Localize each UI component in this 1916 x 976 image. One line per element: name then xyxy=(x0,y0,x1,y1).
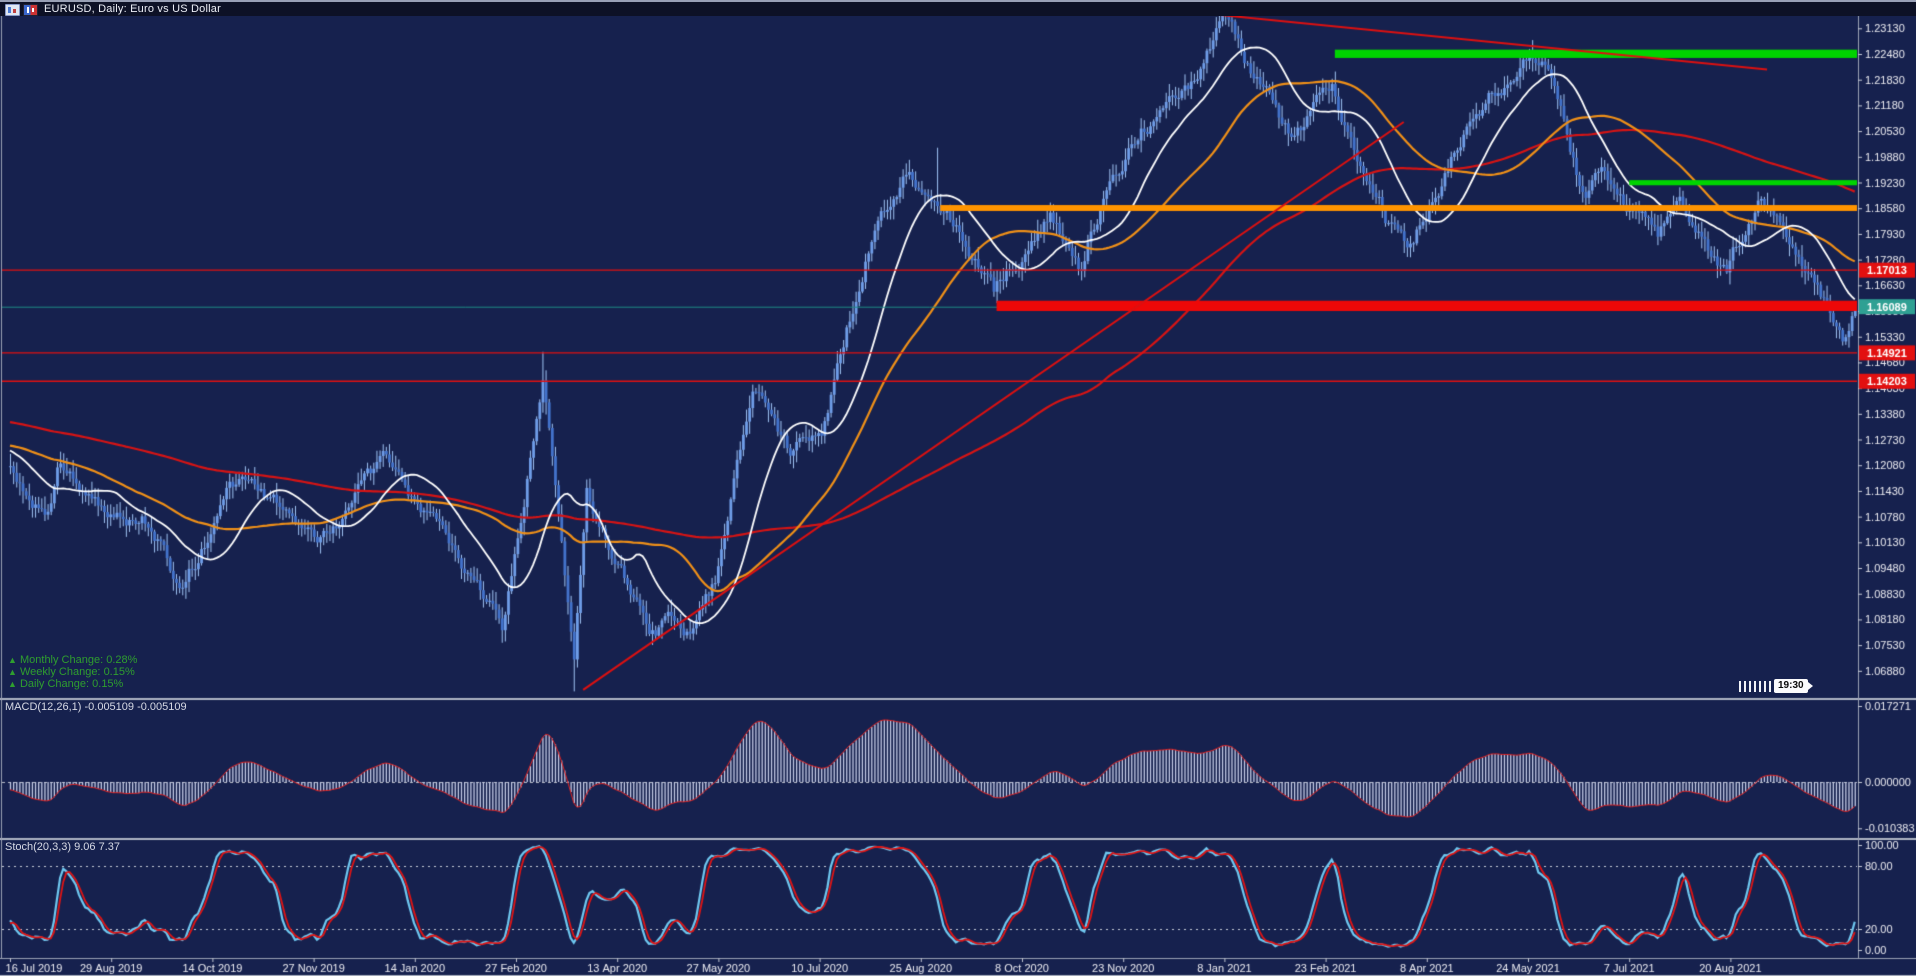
up-arrow-icon: ▲ xyxy=(8,667,17,677)
change-stats: ▲ Monthly Change: 0.28% ▲ Weekly Change:… xyxy=(8,654,137,690)
bar-countdown-timer: 19:30 xyxy=(1774,679,1813,693)
up-arrow-icon: ▲ xyxy=(8,679,17,689)
chart-title: EURUSD, Daily: Euro vs US Dollar xyxy=(44,3,221,15)
chart-title-bar[interactable]: EURUSD, Daily: Euro vs US Dollar xyxy=(0,2,1916,16)
chart-window-icon xyxy=(5,4,20,16)
symbol-pair-icon xyxy=(23,4,38,16)
daily-change: ▲ Daily Change: 0.15% xyxy=(8,678,124,690)
weekly-change: ▲ Weekly Change: 0.15% xyxy=(8,666,135,678)
macd-indicator-label: MACD(12,26,1) -0.005109 -0.005109 xyxy=(5,701,187,713)
monthly-change: ▲ Monthly Change: 0.28% xyxy=(8,654,138,666)
stoch-indicator-label: Stoch(20,3,3) 9.06 7.37 xyxy=(5,841,121,853)
up-arrow-icon: ▲ xyxy=(8,655,17,665)
bar-countdown-progress xyxy=(1739,681,1797,692)
